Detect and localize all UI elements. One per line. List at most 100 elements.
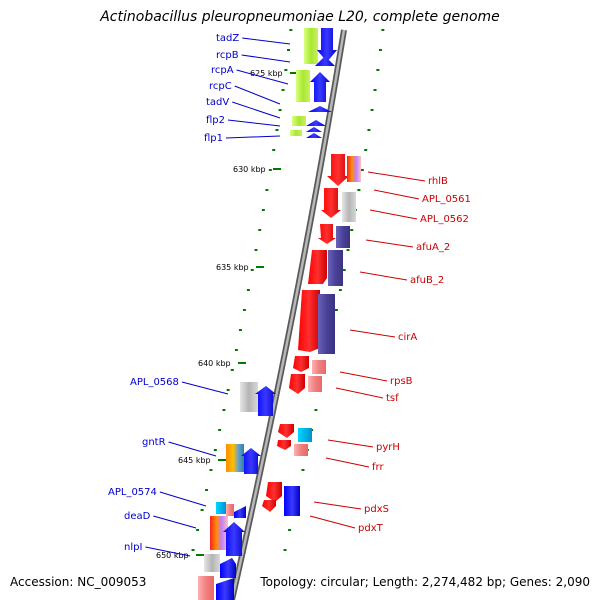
gene-leader-APL_0574 xyxy=(159,491,207,507)
gene-arrow-deaD xyxy=(223,522,245,556)
gene-arrow-afuA_2 xyxy=(318,224,336,244)
gene-block-rcpA-homolog xyxy=(296,70,310,102)
gene-leader-pyrH xyxy=(327,439,374,448)
scale-label: 635 kbp xyxy=(216,263,249,272)
gene-arrow-rcpC xyxy=(308,106,332,112)
gene-block-tadV-homolog xyxy=(292,116,306,126)
gene-label-flp2: flp2 xyxy=(206,115,225,126)
gene-label-APL_0574: APL_0574 xyxy=(108,487,157,498)
gene-leader-flp2 xyxy=(227,119,281,127)
gene-label-APL_0568: APL_0568 xyxy=(130,377,179,388)
gene-leader-APL_0561 xyxy=(373,189,420,200)
gene-leader-APL_0568 xyxy=(181,381,229,395)
gene-label-pyrH: pyrH xyxy=(376,442,400,453)
scale-labels: 625 kbp 630 kbp 635 kbp 640 kbp 645 kbp 650 k… xyxy=(156,69,298,560)
gene-block-pyrH xyxy=(298,428,312,442)
gene-label-cirA: cirA xyxy=(398,332,417,343)
gene-leader-pdxS xyxy=(313,501,362,510)
gene-arrow-afuB_2 xyxy=(308,250,327,284)
gene-leader-flp1 xyxy=(225,135,281,139)
gene-block-cirA xyxy=(318,294,335,354)
gene-block-frr xyxy=(294,444,308,456)
gene-leader-nlpI xyxy=(145,546,191,557)
gene-leader-rpsB xyxy=(339,371,388,382)
gene-leader-cirA xyxy=(349,329,396,338)
right-gene-labels: rhlB APL_0561 APL_0562 afuA_2 afuB_2 cirA rpsB… xyxy=(309,171,471,534)
gene-block-nlpI xyxy=(204,554,220,572)
gene-block-APL_0562 xyxy=(342,192,356,222)
gene-label-rcpA: rcpA xyxy=(211,65,234,76)
gene-leader-rhlB xyxy=(367,171,426,182)
gene-leader-afuA_2 xyxy=(365,239,414,248)
gene-arrow-nlpI xyxy=(220,558,236,578)
gene-label-APL_0562: APL_0562 xyxy=(420,214,469,225)
gene-leader-tadZ xyxy=(242,37,291,45)
gene-arrow-rpsB xyxy=(293,356,309,372)
gene-block-deaD xyxy=(210,516,228,550)
gene-arrow-APL_0574 xyxy=(234,506,246,518)
gene-arrow-rcpA xyxy=(310,72,330,102)
gene-arrow-cirA xyxy=(298,290,320,352)
gene-block-rpsB xyxy=(312,360,326,374)
gene-arrow-pdxT xyxy=(262,500,276,512)
gene-leader-APL_0562 xyxy=(369,209,418,220)
gene-block-APL_0574-b xyxy=(226,504,234,516)
gene-block-flp-homolog xyxy=(290,130,302,136)
gene-block-afuB_2 xyxy=(328,250,343,286)
gene-label-pdxS: pdxS xyxy=(364,504,389,515)
gene-label-rcpB: rcpB xyxy=(216,50,239,61)
scale-label: 650 kbp xyxy=(156,551,189,560)
gene-label-afuA_2: afuA_2 xyxy=(416,242,450,253)
map-title: Actinobacillus pleuropneumoniae L20, com… xyxy=(100,9,500,25)
gene-arrow-frr xyxy=(277,440,291,450)
gene-label-frr: frr xyxy=(372,462,384,473)
scale-label: 630 kbp xyxy=(233,165,266,174)
gene-label-tsf: tsf xyxy=(386,393,399,404)
gene-block-tsf xyxy=(308,376,322,392)
gene-arrow-tadV xyxy=(306,120,326,126)
gene-label-rcpC: rcpC xyxy=(209,81,232,92)
gene-leader-gntR xyxy=(168,441,217,457)
gene-arrow-flp2 xyxy=(306,127,322,132)
gene-block-rhlB-multi xyxy=(347,156,361,182)
gene-label-nlpI: nlpI xyxy=(124,542,142,553)
gene-arrow-flp1 xyxy=(306,133,322,138)
scale-label: 645 kbp xyxy=(178,456,211,465)
gene-leader-pdxT xyxy=(309,515,356,529)
gene-label-flp1: flp1 xyxy=(204,133,223,144)
gene-leader-tsf xyxy=(335,387,384,399)
gene-arrow-APL_0561 xyxy=(321,188,341,218)
gene-label-afuB_2: afuB_2 xyxy=(410,275,444,286)
gene-label-tadZ: tadZ xyxy=(216,33,239,44)
gene-leader-rcpA xyxy=(236,69,289,85)
gene-leader-afuB_2 xyxy=(359,271,408,281)
gene-leader-rcpB xyxy=(241,54,291,63)
gene-label-rpsB: rpsB xyxy=(390,376,413,387)
gene-block-tadZ-homolog xyxy=(304,28,318,64)
accession-text: Accession: NC_009053 xyxy=(10,575,147,589)
genome-backbone-highlight xyxy=(230,29,346,600)
gene-arrow-tsf xyxy=(289,374,305,394)
gene-arrow-pdxS xyxy=(266,482,282,502)
scale-ticks xyxy=(191,29,385,551)
scale-label: 640 kbp xyxy=(198,359,231,368)
gene-arrow-gntR xyxy=(241,448,261,474)
gene-arrow-pyrH xyxy=(278,424,294,438)
gene-arrow-APL_0568 xyxy=(255,386,276,416)
gene-block-afuA_2 xyxy=(336,226,350,248)
gene-label-pdxT: pdxT xyxy=(358,523,384,534)
topology-text: Topology: circular; Length: 2,274,482 bp… xyxy=(260,575,590,589)
gene-block-nlpI-b xyxy=(198,576,214,600)
gene-block-gntR xyxy=(226,444,244,472)
gene-label-rhlB: rhlB xyxy=(428,176,448,187)
gene-leader-frr xyxy=(325,457,370,468)
gene-label-tadV: tadV xyxy=(206,97,229,108)
gene-label-gntR: gntR xyxy=(142,437,166,448)
gene-block-APL_0574 xyxy=(216,502,226,514)
gene-arrow-tadZ xyxy=(317,28,337,62)
gene-label-deaD: deaD xyxy=(124,511,151,522)
gene-leader-deaD xyxy=(153,515,197,529)
gene-leader-rcpC xyxy=(234,85,281,105)
